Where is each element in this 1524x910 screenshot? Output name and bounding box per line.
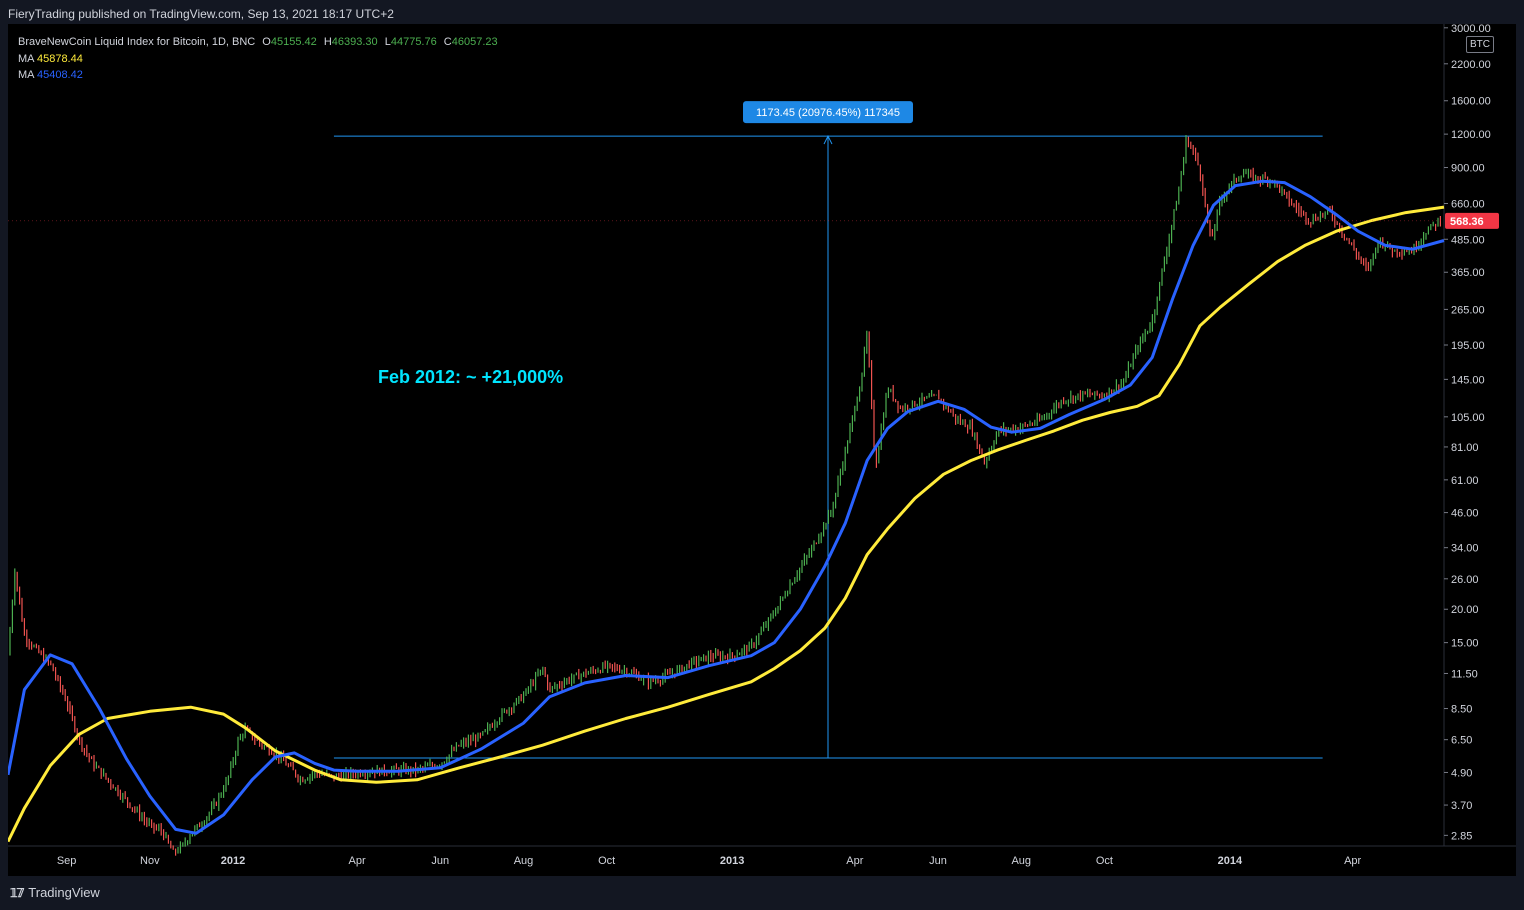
measure-arrow-icon bbox=[823, 134, 833, 145]
ma-fast-label: MA bbox=[18, 69, 34, 81]
symbol-legend: BraveNewCoin Liquid Index for Bitcoin, 1… bbox=[18, 36, 498, 48]
ma-fast-line[interactable] bbox=[8, 179, 1445, 835]
price-tick-label: 195.00 bbox=[1451, 340, 1485, 352]
price-tick-label: 2.85 bbox=[1451, 830, 1472, 842]
price-tick-label: 3.70 bbox=[1451, 800, 1472, 812]
price-tick-label: 4.90 bbox=[1451, 767, 1472, 779]
price-tick-label: 8.50 bbox=[1451, 704, 1472, 716]
price-tick-label: 2200.00 bbox=[1451, 59, 1491, 71]
ma-fast-legend[interactable]: MA 45408.42 bbox=[18, 69, 83, 81]
time-tick-label: Apr bbox=[846, 855, 863, 867]
price-tick-label: 660.00 bbox=[1451, 199, 1485, 211]
measure-label: 1173.45 (20976.45%) 117345 bbox=[756, 107, 900, 119]
ma-slow-line[interactable] bbox=[8, 205, 1445, 843]
close-label: C bbox=[443, 36, 452, 48]
time-tick-label: Apr bbox=[349, 855, 366, 867]
currency-badge[interactable]: BTC bbox=[1466, 36, 1494, 53]
price-tick-label: 6.50 bbox=[1451, 735, 1472, 747]
price-tick-label: 11.50 bbox=[1451, 668, 1478, 680]
time-tick-label: 2012 bbox=[221, 855, 245, 867]
tradingview-logo-icon: 𝟙𝟟 bbox=[10, 885, 24, 900]
price-tick-label: 34.00 bbox=[1451, 543, 1479, 555]
measure-label-box[interactable] bbox=[743, 101, 913, 124]
time-tick-label: Nov bbox=[140, 855, 160, 867]
price-tick-label: 81.00 bbox=[1451, 442, 1479, 454]
price-tick-label: 46.00 bbox=[1451, 508, 1479, 520]
time-tick-label: Oct bbox=[598, 855, 615, 867]
ma-fast-value: 45408.42 bbox=[36, 69, 83, 81]
low-value: 44775.76 bbox=[390, 36, 437, 48]
price-tick-label: 26.00 bbox=[1451, 574, 1479, 586]
price-tick-label: 145.00 bbox=[1451, 374, 1485, 386]
price-tick-label: 1600.00 bbox=[1451, 96, 1491, 108]
time-tick-label: Apr bbox=[1344, 855, 1361, 867]
tradingview-logo-text: TradingView bbox=[28, 885, 100, 900]
tradingview-logo[interactable]: 𝟙𝟟 TradingView bbox=[10, 885, 100, 900]
candles-group[interactable] bbox=[9, 135, 1442, 856]
open-label: O bbox=[262, 36, 271, 48]
footer-bar: 𝟙𝟟 TradingView bbox=[0, 876, 1524, 910]
chart-area[interactable]: 3000.00 2200.00 1600.00 1200.00 900.00 660.00… bbox=[8, 24, 1516, 876]
top-bar: FieryTrading published on TradingView.co… bbox=[0, 0, 1524, 28]
published-info: FieryTrading published on TradingView.co… bbox=[8, 7, 394, 21]
price-chart[interactable]: 3000.00 2200.00 1600.00 1200.00 900.00 660.00… bbox=[8, 24, 1516, 876]
price-tick-label: 1200.00 bbox=[1451, 129, 1491, 141]
close-value: 46057.23 bbox=[451, 36, 498, 48]
price-tick-label: 61.00 bbox=[1451, 475, 1479, 487]
price-tick-label: 15.00 bbox=[1451, 638, 1479, 650]
ma-slow-label: MA bbox=[18, 53, 34, 65]
last-price-label: 568.36 bbox=[1450, 216, 1484, 228]
last-price-badge bbox=[1445, 212, 1499, 229]
time-tick-label: 2013 bbox=[720, 855, 744, 867]
time-tick-label: Aug bbox=[1011, 855, 1031, 867]
time-tick-label: Jun bbox=[929, 855, 947, 867]
annotation-text[interactable]: Feb 2012: ~ +21,000% bbox=[378, 367, 563, 387]
ma-slow-value: 45878.44 bbox=[36, 53, 83, 65]
price-tick-label: 365.00 bbox=[1451, 267, 1485, 279]
open-value: 45155.42 bbox=[270, 36, 317, 48]
time-tick-label: 2014 bbox=[1218, 855, 1243, 867]
symbol-name: BraveNewCoin Liquid Index for Bitcoin, 1… bbox=[18, 36, 256, 48]
time-tick-label: Sep bbox=[57, 855, 77, 867]
price-tick-label: 3000.00 bbox=[1451, 24, 1491, 35]
high-label: H bbox=[323, 36, 332, 48]
ma-slow-legend[interactable]: MA 45878.44 bbox=[18, 53, 83, 65]
time-tick-label: Aug bbox=[514, 855, 534, 867]
time-tick-label: Jun bbox=[431, 855, 449, 867]
price-tick-label: 265.00 bbox=[1451, 304, 1485, 316]
high-value: 46393.30 bbox=[331, 36, 378, 48]
price-tick-label: 20.00 bbox=[1451, 604, 1479, 616]
price-tick-label: 485.00 bbox=[1451, 234, 1485, 246]
time-tick-label: Oct bbox=[1096, 855, 1113, 867]
price-tick-label: 105.00 bbox=[1451, 412, 1485, 424]
low-label: L bbox=[384, 36, 391, 48]
price-tick-label: 900.00 bbox=[1451, 163, 1485, 175]
